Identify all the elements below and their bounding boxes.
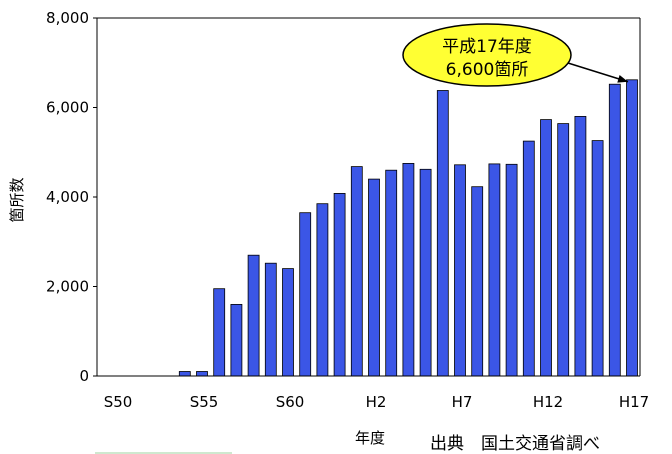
bar-S63	[333, 192, 346, 377]
y-tick-label: 4,000	[46, 188, 89, 206]
bar-H7	[454, 164, 466, 377]
bar-H1	[350, 166, 363, 377]
bar-S58	[247, 254, 260, 377]
bar-H14	[574, 116, 587, 377]
bar-S55	[196, 371, 208, 377]
y-tick-label: 6,000	[46, 99, 89, 117]
x-tick-label-H7: H7	[452, 393, 473, 411]
bar-H15	[591, 140, 604, 377]
bar-H9	[488, 163, 501, 377]
bar-H10	[505, 163, 518, 377]
bar-S56	[213, 288, 226, 377]
x-tick-label-H17: H17	[619, 393, 649, 411]
bar-H17	[626, 79, 638, 377]
bar-H11	[522, 140, 535, 377]
bar-S62	[316, 203, 329, 377]
bar-H12	[540, 119, 552, 377]
bar-H5	[419, 168, 432, 377]
bar-H2	[368, 178, 380, 377]
y-axis-label: 箇所数	[8, 177, 26, 222]
bar-S61	[299, 212, 312, 377]
bar-S60	[282, 268, 294, 377]
bar-H6	[436, 90, 449, 377]
x-axis-label: 年度	[355, 429, 385, 447]
y-tick-label: 2,000	[46, 278, 89, 296]
annotation-callout: 平成17年度 6,600箇所	[402, 23, 629, 87]
bar-H8	[471, 186, 484, 377]
x-tick-label-H2: H2	[366, 393, 387, 411]
x-tick-label-S55: S55	[190, 393, 219, 411]
y-tick-label: 8,000	[46, 9, 89, 27]
annotation-ellipse	[402, 23, 572, 87]
y-tick-label: 0	[79, 367, 89, 385]
annotation-arrowhead	[617, 75, 628, 83]
source-note: 出典 国土交通省調べ	[430, 434, 600, 454]
annotation-arrow	[567, 62, 629, 83]
bar-H3	[385, 169, 398, 377]
annotation-line1: 平成17年度	[442, 37, 532, 57]
bars-group	[178, 79, 638, 377]
y-axis-ticks: 0 2,000 4,000 6,000 8,000	[46, 9, 97, 385]
x-tick-label-S50: S50	[104, 393, 133, 411]
x-tick-label-S60: S60	[276, 393, 305, 411]
bar-H16	[608, 83, 621, 377]
bar-S57	[230, 303, 243, 377]
bar-S59	[264, 262, 277, 377]
x-tick-label-H12: H12	[533, 393, 563, 411]
bar-H4	[402, 162, 415, 377]
bar-H13	[557, 123, 570, 377]
annotation-line2: 6,600箇所	[446, 60, 529, 80]
bar-S54	[178, 371, 191, 377]
x-axis-ticks: S50 S55 S60 H2 H7 H12 H17	[104, 393, 649, 411]
